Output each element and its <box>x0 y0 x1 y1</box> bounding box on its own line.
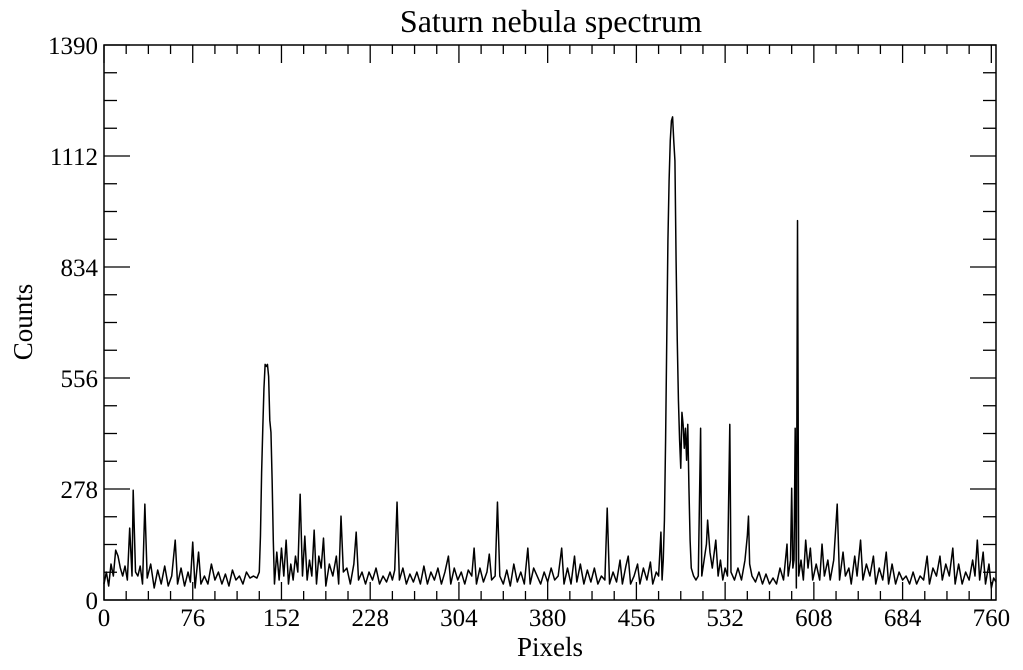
x-tick-label: 456 <box>618 605 656 632</box>
x-tick-label: 0 <box>98 605 111 632</box>
x-tick-label: 760 <box>973 605 1011 632</box>
series-line <box>103 116 997 589</box>
chart-title: Saturn nebula spectrum <box>400 3 702 39</box>
y-tick-label: 0 <box>86 588 99 615</box>
tick-labels: 0 76 152 228 304 380 456 532 608 684 760 0 278 556 834… <box>48 33 1010 632</box>
y-axis-label: Counts <box>8 284 38 361</box>
axis-ticks <box>103 44 996 601</box>
y-tick-label: 278 <box>61 477 99 504</box>
x-tick-label: 152 <box>263 605 301 632</box>
y-tick-label: 1112 <box>50 144 98 171</box>
x-tick-label: 608 <box>795 605 833 632</box>
y-tick-label: 1390 <box>48 33 98 60</box>
x-tick-label: 684 <box>884 605 922 632</box>
x-tick-label: 304 <box>440 605 478 632</box>
plot-frame <box>103 44 997 601</box>
x-tick-label: 76 <box>180 605 205 632</box>
x-tick-label: 380 <box>529 605 567 632</box>
y-tick-label: 556 <box>61 366 99 393</box>
x-axis-label: Pixels <box>517 632 583 662</box>
x-tick-label: 228 <box>351 605 389 632</box>
x-tick-label: 532 <box>706 605 744 632</box>
y-tick-label: 834 <box>61 255 99 282</box>
